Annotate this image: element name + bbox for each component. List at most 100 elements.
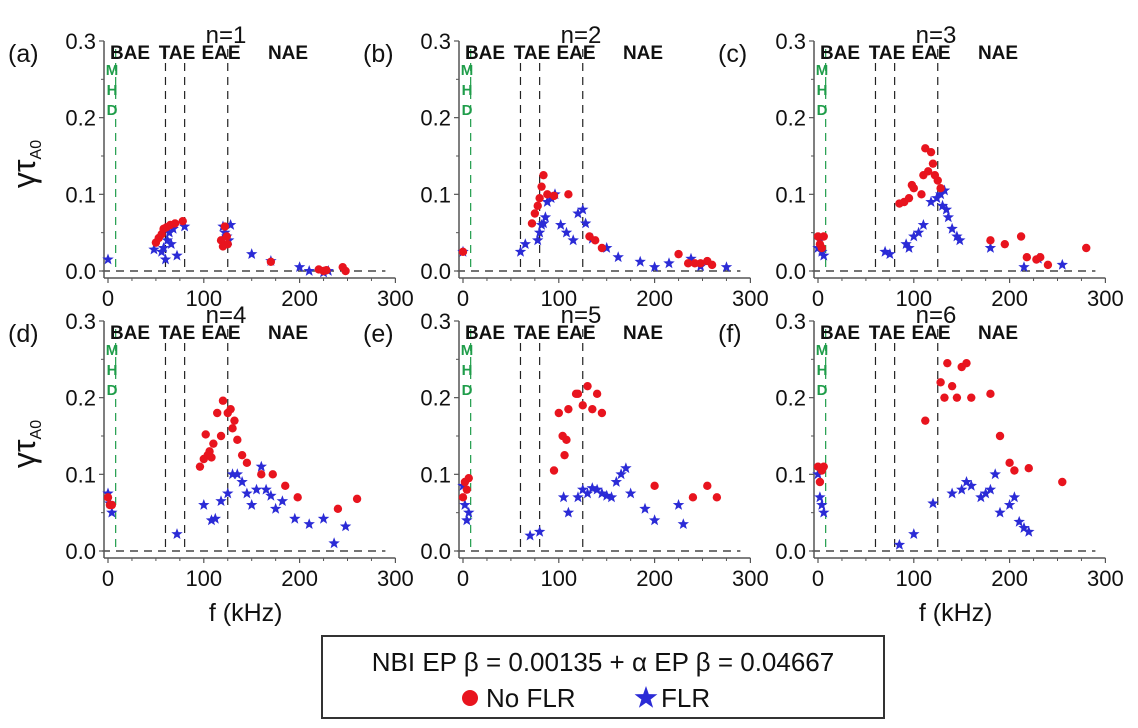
data-point-flr — [539, 211, 552, 223]
data-point-no-flr — [952, 393, 962, 402]
data-point-flr — [459, 499, 471, 510]
data-point-no-flr — [257, 470, 266, 479]
y-tick-label: 0.1 — [65, 462, 96, 487]
data-point-flr — [989, 468, 1001, 480]
data-point-flr — [884, 248, 896, 259]
data-point-no-flr — [1010, 466, 1019, 475]
data-point-flr — [303, 265, 315, 276]
y-tick-label: 0.0 — [65, 259, 96, 284]
data-point-flr — [577, 483, 589, 495]
panel-4: 0 100 200 300 0.0 0.1 0.2 0.3 MHD BAE TAE EAE NAE (d)… — [6, 302, 414, 627]
y-tick-label: 0.0 — [775, 539, 806, 564]
data-point-flr — [246, 248, 258, 259]
data-point-no-flr — [464, 473, 473, 483]
x-tick-label: 100 — [185, 286, 222, 311]
data-point-flr — [615, 468, 627, 480]
data-point-no-flr — [588, 404, 597, 414]
data-point-no-flr — [815, 477, 825, 487]
region-label-nae: NAE — [978, 43, 1018, 64]
data-point-flr — [541, 196, 553, 207]
mhd-label-letter: H — [817, 82, 828, 99]
data-point-no-flr — [947, 381, 957, 391]
data-point-flr — [624, 487, 637, 499]
data-point-flr — [677, 518, 689, 529]
data-point-flr — [1018, 261, 1030, 272]
region-label-tae: TAE — [514, 43, 551, 64]
data-point-no-flr — [1036, 252, 1045, 262]
data-point-no-flr — [962, 358, 971, 368]
data-point-no-flr — [813, 232, 823, 241]
x-tick-label: 200 — [281, 286, 318, 311]
data-point-no-flr — [242, 458, 252, 468]
x-tick-label: 0 — [812, 286, 824, 311]
data-point-no-flr — [213, 408, 222, 418]
data-point-flr — [663, 257, 675, 269]
data-point-flr — [1003, 499, 1016, 510]
data-point-flr — [577, 203, 589, 215]
data-point-flr — [601, 489, 613, 501]
data-point-flr — [812, 468, 824, 480]
data-point-no-flr — [1000, 239, 1010, 249]
data-point-flr — [946, 487, 958, 499]
data-point-no-flr — [696, 259, 705, 268]
data-point-no-flr — [562, 435, 571, 445]
data-point-flr — [236, 476, 248, 487]
data-point-flr — [148, 243, 160, 255]
data-point-flr — [601, 242, 613, 253]
y-tick-label: 0.3 — [420, 309, 451, 334]
mhd-label-letter: M — [106, 62, 119, 79]
data-point-flr — [984, 242, 997, 253]
region-label-bae: BAE — [110, 323, 150, 344]
data-point-flr — [557, 491, 570, 503]
region-label-bae: BAE — [465, 43, 505, 64]
y-tick-label: 0.2 — [775, 106, 806, 131]
panel-1: 0 100 200 300 0.0 0.1 0.2 0.3 MHD BAE TAE EAE NAE (a)… — [6, 22, 414, 311]
mhd-label-letter: M — [816, 62, 829, 79]
region-label-nae: NAE — [268, 43, 308, 64]
data-point-flr — [579, 217, 592, 229]
data-point-flr — [610, 476, 622, 487]
data-point-flr — [171, 528, 183, 539]
data-point-flr — [927, 497, 939, 509]
data-point-flr — [461, 514, 473, 526]
data-point-no-flr — [573, 389, 583, 399]
data-point-no-flr — [819, 232, 828, 241]
data-point-no-flr — [904, 193, 914, 203]
y-tick-label: 0.3 — [65, 29, 96, 54]
data-point-flr — [612, 251, 624, 263]
panel-title: n=4 — [206, 302, 247, 329]
data-point-flr — [984, 483, 997, 495]
data-point-flr — [818, 506, 830, 518]
mhd-label-letter: D — [462, 382, 473, 399]
data-point-flr — [938, 184, 951, 196]
region-label-tae: TAE — [159, 323, 196, 344]
data-point-flr — [954, 234, 966, 246]
y-tick-label: 0.1 — [775, 462, 806, 487]
data-point-flr — [912, 226, 925, 238]
data-point-no-flr — [560, 450, 569, 460]
data-point-flr — [572, 491, 584, 503]
data-point-flr — [596, 487, 608, 499]
data-point-no-flr — [674, 249, 683, 259]
data-point-no-flr — [462, 485, 472, 494]
data-point-no-flr — [539, 170, 548, 180]
data-point-flr — [231, 468, 243, 480]
data-point-no-flr — [712, 493, 722, 502]
data-point-no-flr — [597, 243, 607, 253]
y-axis-label: γτA0 — [6, 140, 45, 188]
data-point-no-flr — [564, 404, 573, 414]
data-point-flr — [936, 199, 949, 211]
data-point-flr — [634, 255, 646, 267]
data-point-flr — [265, 489, 277, 501]
data-point-flr — [942, 211, 954, 223]
data-point-flr — [965, 479, 977, 491]
region-label-tae: TAE — [514, 323, 551, 344]
region-label-tae: TAE — [869, 43, 906, 64]
x-tick-label: 200 — [991, 566, 1028, 591]
data-point-no-flr — [268, 470, 277, 479]
x-tick-label: 0 — [457, 286, 469, 311]
legend-box: NBI EP β = 0.00135 + α EP β = 0.04667 No… — [321, 635, 885, 719]
data-point-flr — [555, 219, 567, 230]
